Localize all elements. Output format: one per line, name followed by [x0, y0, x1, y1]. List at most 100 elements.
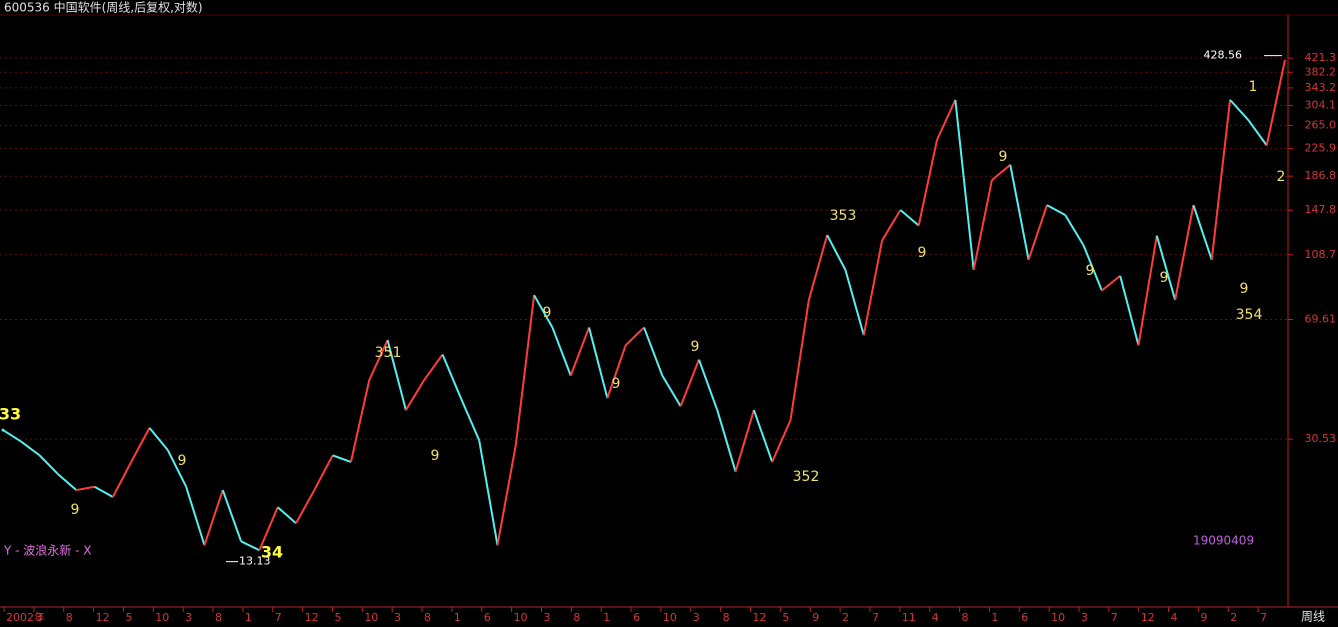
wave-label: 1: [1249, 79, 1258, 95]
period-label: 周线: [1301, 610, 1325, 624]
y-tick-label: 30.53: [1305, 432, 1337, 445]
price-segment: [1192, 204, 1213, 261]
y-tick-label: 186.8: [1305, 169, 1337, 182]
price-segment: [954, 99, 975, 270]
price-segment: [240, 540, 260, 552]
price-segment: [551, 327, 572, 376]
price-segment: [844, 269, 865, 336]
y-tick-label: 225.9: [1305, 142, 1337, 155]
x-tick-label: 10: [155, 611, 169, 624]
x-tick-label: 10: [364, 611, 378, 624]
wave-label: 2: [1277, 169, 1286, 185]
price-segment: [1137, 235, 1158, 346]
price-segment: [807, 234, 829, 301]
count-label: 9: [431, 448, 440, 464]
price-segment: [496, 444, 517, 546]
y-tick-label: 421.3: [1305, 51, 1337, 64]
price-segment: [1027, 204, 1048, 261]
chart-title: 600536 中国软件(周线,后复权,对数): [4, 0, 203, 15]
x-tick-label: 1: [245, 611, 252, 624]
price-segment: [533, 294, 554, 328]
price-segment: [405, 379, 426, 411]
price-segment: [789, 299, 810, 421]
wave-label: 352: [793, 469, 820, 485]
wave-label: 33: [0, 405, 21, 424]
x-tick-label: 1: [991, 611, 998, 624]
x-tick-label: 3: [36, 611, 43, 624]
x-tick-label: 3: [543, 611, 550, 624]
price-segment: [423, 353, 444, 381]
price-segment: [2, 429, 22, 443]
price-segment: [1247, 119, 1268, 146]
count-label: 9: [612, 376, 621, 392]
x-tick-label: 10: [1051, 611, 1065, 624]
count-label: 9: [999, 149, 1008, 165]
price-segment: [332, 454, 352, 463]
wave-label: 353: [830, 208, 857, 224]
price-segment: [111, 461, 133, 498]
price-segment: [148, 427, 169, 451]
price-segment: [643, 327, 664, 376]
price-segment: [826, 234, 847, 271]
price-segment: [661, 375, 682, 407]
price-segment: [514, 295, 536, 446]
y-tick-label: 343.2: [1305, 81, 1337, 94]
price-segment: [624, 326, 645, 346]
x-tick-label: 10: [514, 611, 528, 624]
price-segment: [698, 359, 719, 411]
x-tick-label: 1: [454, 611, 461, 624]
price-segment: [1229, 99, 1250, 121]
x-tick-label: 9: [1200, 611, 1207, 624]
price-segment: [917, 139, 939, 226]
x-tick-label: 5: [334, 611, 341, 624]
x-tick-label: 12: [305, 611, 319, 624]
x-tick-label: 8: [573, 611, 580, 624]
price-segment: [277, 506, 297, 525]
x-tick-label: 8: [66, 611, 73, 624]
price-mark-label: 13.13: [239, 555, 271, 568]
wave-label: 34: [261, 543, 283, 562]
y-tick-label: 108.7: [1305, 248, 1337, 261]
price-segment: [38, 454, 59, 475]
count-label: 9: [1160, 270, 1169, 286]
x-tick-label: 12: [1141, 611, 1155, 624]
x-tick-label: 5: [125, 611, 132, 624]
x-tick-label: 6: [484, 611, 491, 624]
price-segment: [1174, 204, 1195, 301]
price-segment: [203, 489, 224, 546]
price-segment: [679, 359, 700, 407]
price-segment: [936, 99, 957, 141]
price-segment: [478, 440, 499, 546]
x-tick-label: 12: [753, 611, 767, 624]
price-segment: [716, 409, 737, 472]
price-segment: [459, 397, 481, 441]
price-segment: [221, 489, 243, 542]
x-tick-label: 10: [663, 611, 677, 624]
x-tick-label: 4: [1171, 611, 1178, 624]
price-segment: [606, 344, 627, 399]
wave-label: 351: [375, 345, 402, 361]
count-label: 9: [1240, 281, 1249, 297]
price-segment: [991, 164, 1011, 181]
price-segment: [1155, 235, 1177, 301]
x-tick-label: 8: [215, 611, 222, 624]
x-tick-label: 1: [603, 611, 610, 624]
x-tick-label: 3: [394, 611, 401, 624]
price-segment: [862, 240, 884, 336]
price-segment: [569, 327, 590, 376]
price-segment: [76, 485, 95, 492]
price-segment: [1210, 99, 1232, 260]
date-code: 19090409: [1193, 534, 1254, 548]
x-tick-label: 8: [424, 611, 431, 624]
price-segment: [1046, 204, 1066, 216]
y-tick-label: 69.61: [1305, 312, 1337, 325]
indicator-label: Y - 波浪永新 - X: [3, 543, 91, 558]
price-segment: [386, 339, 407, 411]
price-segment: [368, 339, 389, 381]
price-segment: [1009, 164, 1030, 261]
price-segment: [258, 506, 279, 551]
price-segment: [441, 354, 462, 399]
x-tick-label: 3: [693, 611, 700, 624]
wave-label: 354: [1236, 307, 1263, 323]
